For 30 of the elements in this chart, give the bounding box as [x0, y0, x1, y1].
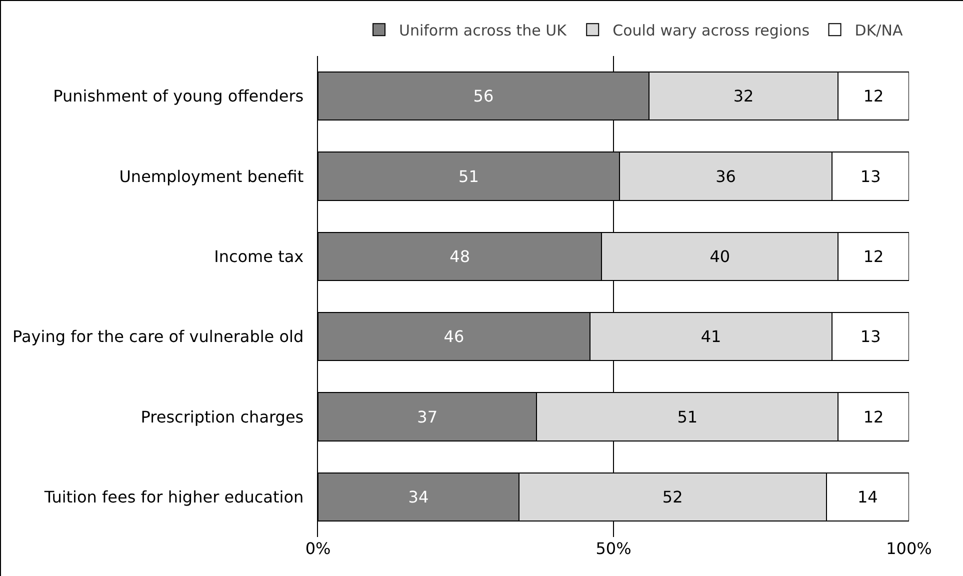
- data-label: 41: [700, 327, 722, 346]
- data-label: 51: [677, 407, 698, 426]
- legend-label: Uniform across the UK: [399, 21, 568, 40]
- y-tick-label: Tuition fees for higher education: [43, 488, 314, 507]
- data-label: 13: [860, 166, 881, 186]
- data-label: 40: [710, 246, 730, 266]
- y-tick-label: Paying for the care of vulnerable old: [12, 327, 314, 346]
- data-label: 56: [473, 86, 494, 106]
- x-tick-label: 50%: [596, 539, 632, 558]
- x-tick-label: 100%: [886, 539, 932, 558]
- data-label: 46: [444, 327, 464, 346]
- data-label: 37: [417, 407, 438, 426]
- data-label: 12: [863, 407, 884, 426]
- y-tick-label: Unemployment benefit: [119, 166, 314, 186]
- legend-label: DK/NA: [854, 21, 904, 40]
- data-label: 34: [408, 487, 429, 506]
- y-tick-label: Punishment of young offenders: [53, 86, 314, 106]
- data-label: 14: [857, 487, 878, 506]
- data-label: 12: [863, 246, 884, 266]
- data-label: 32: [733, 86, 754, 106]
- y-tick-label: Income tax: [214, 247, 314, 266]
- data-label: 13: [860, 327, 881, 346]
- data-label: 52: [662, 487, 683, 506]
- y-tick-label: Prescription charges: [140, 407, 314, 426]
- data-label: 12: [863, 86, 884, 106]
- x-tick-label: 0%: [305, 539, 331, 558]
- legend-label: Could wary across regions: [612, 21, 810, 40]
- data-label: 51: [458, 166, 479, 186]
- data-label: 48: [450, 246, 470, 266]
- data-label: 36: [716, 166, 736, 186]
